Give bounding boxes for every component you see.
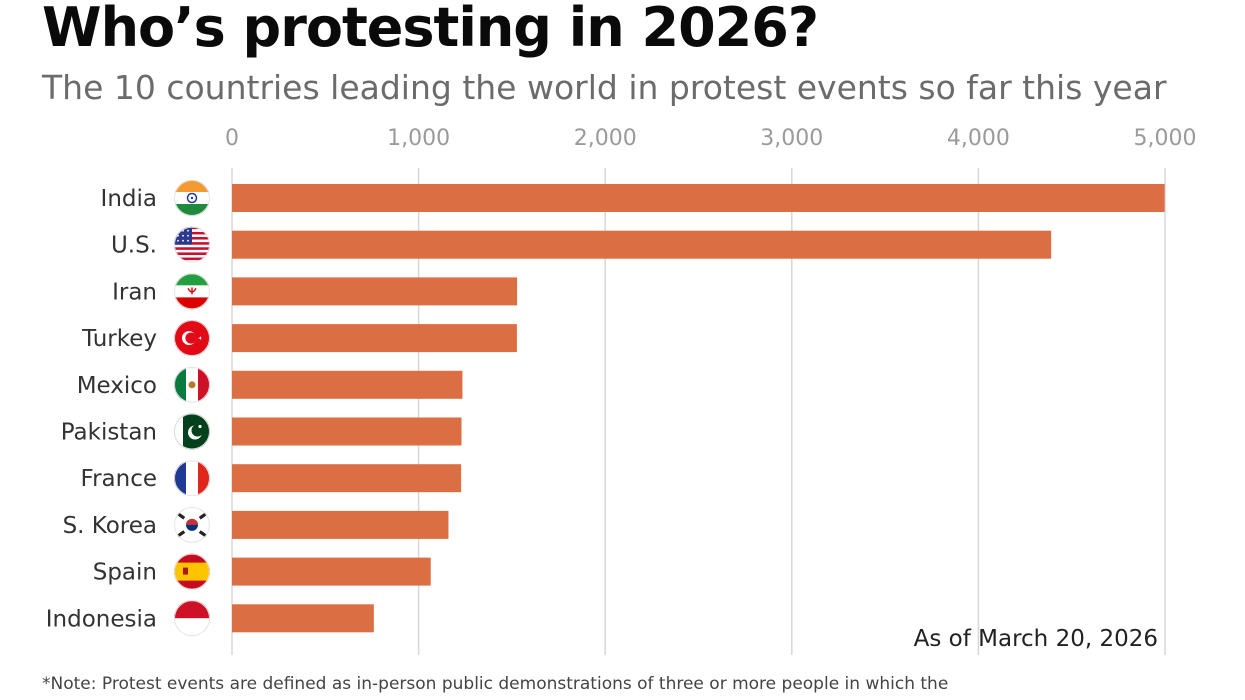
category-labels: India U.S. Iran Turkey Mexico Pakistan France S… xyxy=(46,186,157,632)
bar xyxy=(232,230,1052,259)
x-tick-label: 4,000 xyxy=(947,126,1010,151)
x-tick-label: 5,000 xyxy=(1134,126,1197,151)
x-axis-ticks: 0 1,000 2,000 3,000 4,000 5,000 xyxy=(225,126,1196,151)
bar xyxy=(232,417,462,446)
footnote: *Note: Protest events are defined as in-… xyxy=(42,674,949,694)
bar xyxy=(232,324,517,353)
category-label: S. Korea xyxy=(63,513,157,539)
flag-south-korea-icon xyxy=(174,506,210,543)
bar xyxy=(232,277,518,306)
chart-title: Who’s protesting in 2026? xyxy=(42,0,819,59)
flag-us-icon xyxy=(174,226,210,263)
category-label: Pakistan xyxy=(61,420,157,446)
flag-iran-icon xyxy=(174,273,210,310)
category-label: U.S. xyxy=(111,233,157,259)
bars xyxy=(232,184,1165,633)
category-label: Mexico xyxy=(77,373,157,399)
flag-france-icon xyxy=(174,460,210,497)
category-label: Turkey xyxy=(81,326,157,352)
category-label: India xyxy=(101,186,157,212)
x-tick-label: 0 xyxy=(225,126,239,151)
bar xyxy=(232,184,1165,212)
category-label: France xyxy=(81,466,157,492)
chart-subtitle: The 10 countries leading the world in pr… xyxy=(42,68,1167,107)
flag-india-icon xyxy=(174,180,210,216)
flag-turkey-icon xyxy=(174,320,210,357)
bar xyxy=(232,604,374,633)
x-tick-label: 2,000 xyxy=(574,126,637,151)
flag-spain-icon xyxy=(174,553,210,590)
bar xyxy=(232,464,462,493)
x-tick-label: 3,000 xyxy=(760,126,823,151)
bar xyxy=(232,370,463,399)
category-label: Iran xyxy=(112,279,157,305)
flags xyxy=(174,180,210,637)
category-label: Indonesia xyxy=(46,606,157,632)
bar xyxy=(232,557,431,586)
flag-pakistan-icon xyxy=(174,413,210,450)
category-label: Spain xyxy=(93,560,157,586)
x-tick-label: 1,000 xyxy=(387,126,450,151)
flag-mexico-icon xyxy=(174,366,210,403)
as-of-date: As of March 20, 2026 xyxy=(914,626,1158,652)
flag-indonesia-icon xyxy=(174,600,210,637)
bar xyxy=(232,510,449,539)
